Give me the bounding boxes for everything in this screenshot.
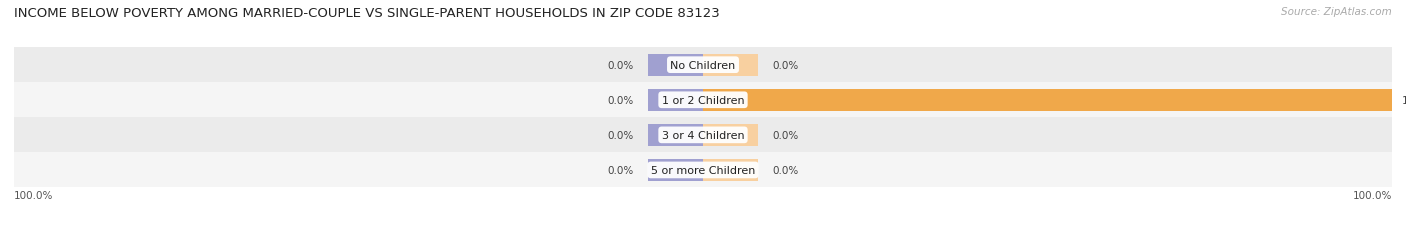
Text: 100.0%: 100.0%: [1353, 191, 1392, 201]
Text: 0.0%: 0.0%: [607, 130, 634, 140]
Bar: [703, 159, 758, 181]
Text: 100.0%: 100.0%: [14, 191, 53, 201]
Text: No Children: No Children: [671, 61, 735, 70]
Text: 0.0%: 0.0%: [772, 61, 799, 70]
Bar: [14, 83, 1392, 118]
Text: 0.0%: 0.0%: [772, 165, 799, 175]
Bar: [648, 55, 703, 76]
Bar: [703, 125, 758, 146]
Text: 100.0%: 100.0%: [1402, 95, 1406, 105]
Bar: [14, 153, 1392, 188]
Text: 1 or 2 Children: 1 or 2 Children: [662, 95, 744, 105]
Bar: [703, 90, 1392, 111]
Text: 0.0%: 0.0%: [607, 95, 634, 105]
Bar: [703, 55, 758, 76]
Text: Source: ZipAtlas.com: Source: ZipAtlas.com: [1281, 7, 1392, 17]
Bar: [648, 90, 703, 111]
Bar: [14, 118, 1392, 153]
Text: 0.0%: 0.0%: [772, 130, 799, 140]
Text: 5 or more Children: 5 or more Children: [651, 165, 755, 175]
Text: INCOME BELOW POVERTY AMONG MARRIED-COUPLE VS SINGLE-PARENT HOUSEHOLDS IN ZIP COD: INCOME BELOW POVERTY AMONG MARRIED-COUPL…: [14, 7, 720, 20]
Bar: [648, 159, 703, 181]
Bar: [648, 125, 703, 146]
Text: 0.0%: 0.0%: [607, 61, 634, 70]
Text: 3 or 4 Children: 3 or 4 Children: [662, 130, 744, 140]
Bar: [14, 48, 1392, 83]
Text: 0.0%: 0.0%: [607, 165, 634, 175]
